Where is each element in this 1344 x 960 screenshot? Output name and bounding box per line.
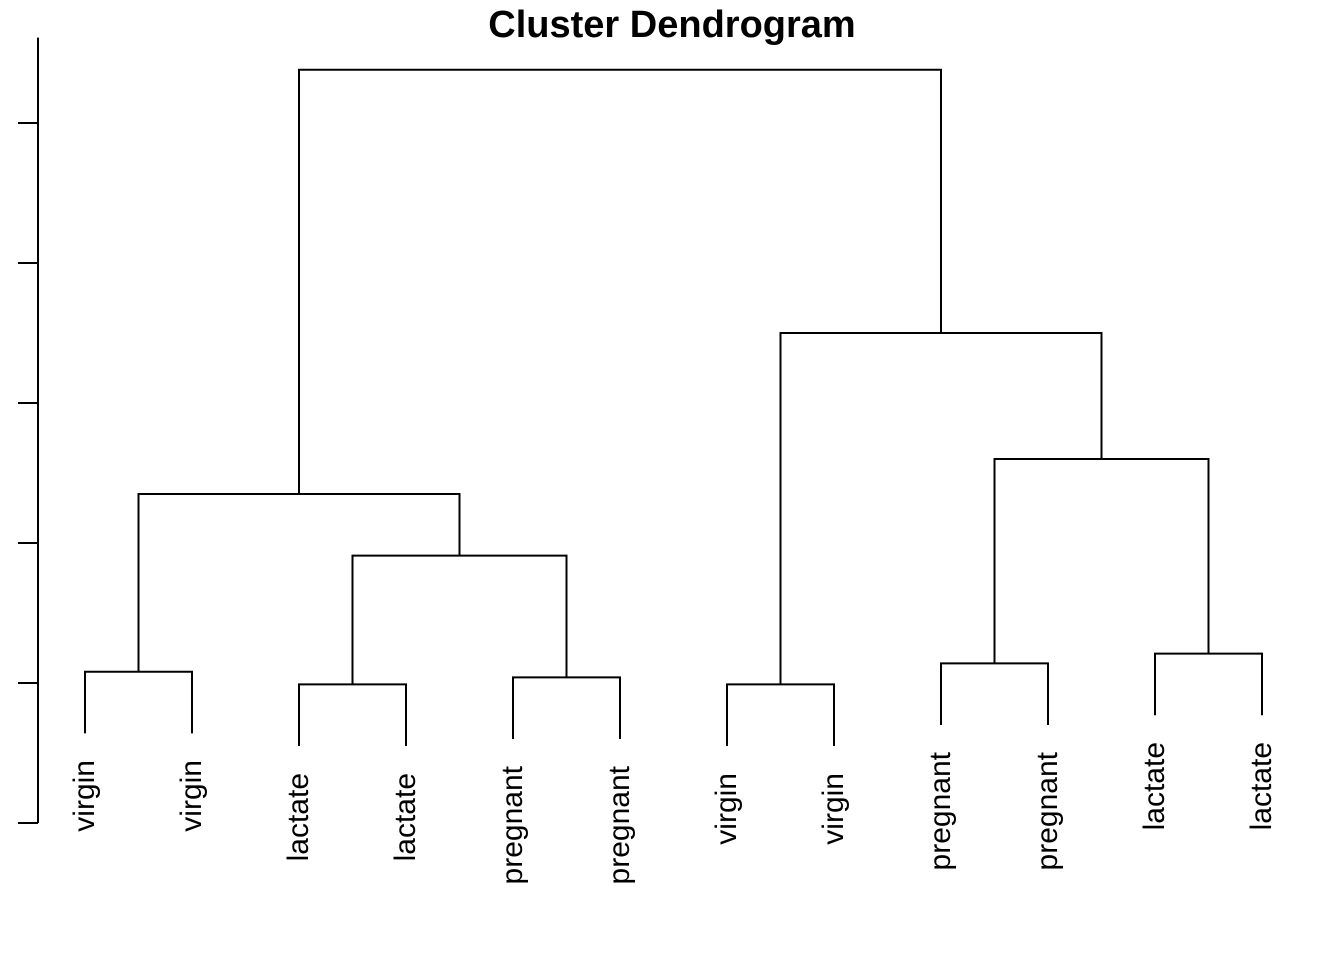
dendrogram-branch [298, 683, 407, 746]
leaf-label: lactate [1138, 742, 1171, 831]
leaf-label: virgin [817, 773, 850, 845]
leaf-label: lactate [1245, 742, 1278, 831]
dendrogram-branch [726, 683, 835, 746]
dendrogram-branch [512, 676, 621, 739]
leaf-label: lactate [282, 773, 315, 862]
leaf-label: pregnant [496, 766, 529, 885]
leaf-label: lactate [389, 773, 422, 862]
dendrogram-branch [940, 662, 1049, 725]
leaf-label: pregnant [924, 752, 957, 871]
leaf-label: virgin [68, 760, 101, 833]
leaf-label: virgin [710, 773, 743, 845]
dendrogram-branch [1154, 652, 1263, 716]
dendrogram-branch [779, 332, 1103, 685]
dendrogram-branch [351, 554, 568, 685]
dendrogram-branch [298, 68, 942, 494]
leaf-label: pregnant [1031, 752, 1064, 871]
dendrogram-branch [993, 458, 1210, 664]
leaf-label: virgin [175, 760, 208, 833]
chart-title: Cluster Dendrogram [488, 4, 856, 46]
dendrogram-branch [137, 493, 461, 672]
dendrogram-branch [84, 670, 193, 734]
leaf-label: pregnant [603, 766, 636, 885]
